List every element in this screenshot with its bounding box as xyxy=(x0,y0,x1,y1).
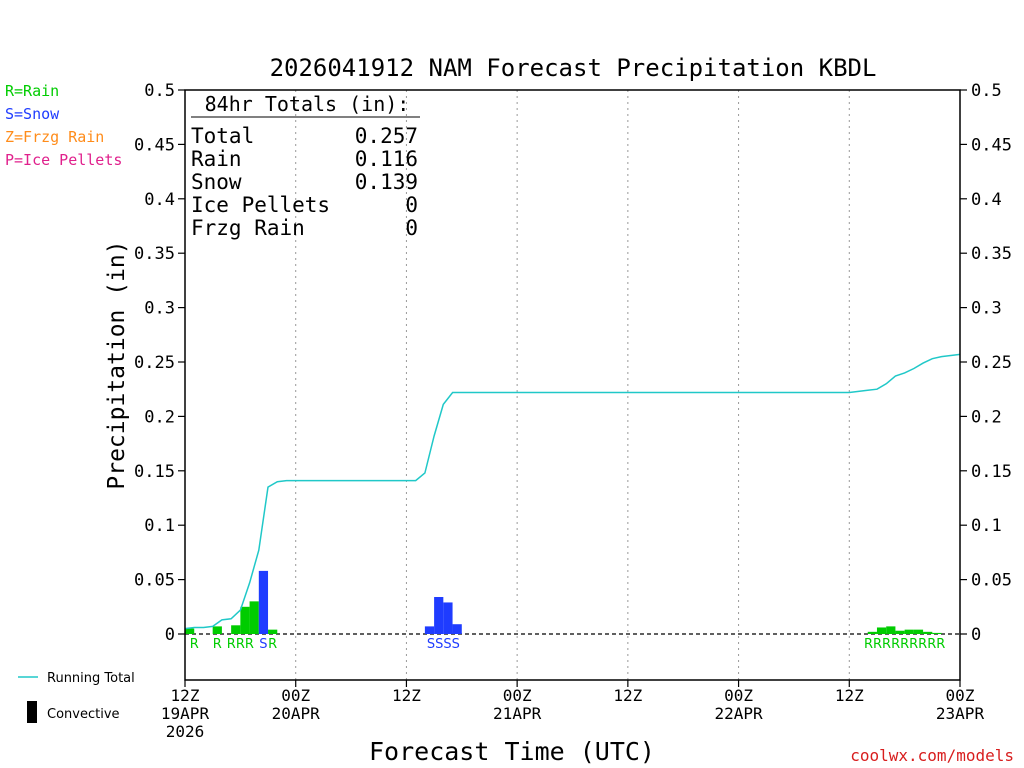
axis-layer: 0 00.05 0.050.1 0.10.15 0.150.2 0.20.25 0.250.… xyxy=(134,81,1012,741)
type-legend-entry: Z=Frzg Rain xyxy=(5,128,104,146)
y-tick-label-left: 0.3 xyxy=(144,299,175,319)
precip-bar xyxy=(932,632,942,634)
type-legend-entry: S=Snow xyxy=(5,105,60,123)
y-tick-label-left: 0.45 xyxy=(134,135,175,155)
y-tick-label-right: 0.3 xyxy=(971,299,1002,319)
y-tick-label-left: 0.2 xyxy=(144,407,175,427)
precip-bar xyxy=(231,625,241,634)
y-tick-label-right: 0.15 xyxy=(971,462,1012,482)
precip-bar xyxy=(258,570,269,634)
y-tick-label-right: 0.25 xyxy=(971,353,1012,373)
y-tick-label-right: 0.4 xyxy=(971,190,1002,210)
y-tick-label-right: 0.05 xyxy=(971,571,1012,591)
precip-bar xyxy=(443,602,453,634)
precip-bar xyxy=(913,629,924,634)
totals-value: 0.116 xyxy=(355,147,418,171)
x-tick-label: 23APR xyxy=(936,704,985,723)
precip-type-label: R xyxy=(190,637,199,652)
y-tick-label-right: 0.35 xyxy=(971,244,1012,264)
totals-value: 0 xyxy=(405,193,418,217)
running-total-layer xyxy=(184,353,961,630)
y-tick-label-left: 0.35 xyxy=(134,244,175,264)
series-legend: Running Total Convective xyxy=(18,671,135,723)
plot-frame xyxy=(184,89,961,681)
legend-bar-swatch xyxy=(27,701,37,723)
totals-value: 0 xyxy=(405,216,418,240)
y-tick-label-right: 0.5 xyxy=(971,81,1002,101)
chart-title: 2026041912 NAM Forecast Precipitation KB… xyxy=(270,54,877,82)
type-legend-entry: P=Ice Pellets xyxy=(5,151,122,169)
totals-value: 0.139 xyxy=(355,170,418,194)
running-total-line xyxy=(184,353,961,630)
x-tick-label: 00Z xyxy=(946,686,975,705)
precip-type-label: SSSS xyxy=(427,637,460,652)
x-axis-label: Forecast Time (UTC) xyxy=(369,737,655,766)
x-tick-label: 21APR xyxy=(493,704,542,723)
precip-bar xyxy=(886,626,896,634)
bar-layer xyxy=(185,570,942,634)
precip-bar xyxy=(895,630,905,634)
precip-bar xyxy=(452,624,462,634)
precip-bar xyxy=(185,628,195,634)
type-legend-entry: R=Rain xyxy=(5,82,59,100)
credit-text: coolwx.com/models xyxy=(850,746,1014,765)
precip-type-label: RRR xyxy=(227,637,254,652)
y-tick-label-left: 0.25 xyxy=(134,353,175,373)
y-tick-label-left: 0.4 xyxy=(144,190,175,210)
precip-bar xyxy=(923,631,933,634)
type-label-layer: R R RRR S R SSSS RRRRRRRRR xyxy=(190,637,946,652)
x-tick-label: 12Z xyxy=(171,686,200,705)
precip-bar xyxy=(249,601,259,634)
x-tick-label: 00Z xyxy=(724,686,753,705)
series-legend-label: Running Total xyxy=(47,671,135,686)
precip-type-label: RRRRRRRRR xyxy=(864,637,945,652)
x-tick-label: 12Z xyxy=(835,686,864,705)
y-tick-label-right: 0.2 xyxy=(971,407,1002,427)
precip-type-label: S xyxy=(259,637,267,652)
y-tick-label-left: 0.05 xyxy=(134,571,175,591)
totals-header: 84hr Totals (in): xyxy=(205,92,410,116)
y-tick-label-left: 0 xyxy=(165,625,175,645)
precip-bar xyxy=(424,626,435,634)
x-tick-label: 22APR xyxy=(714,704,763,723)
totals-value: 0.257 xyxy=(355,124,418,148)
grid-layer xyxy=(185,90,960,680)
totals-label: Ice Pellets xyxy=(191,193,330,217)
x-tick-label: 12Z xyxy=(613,686,642,705)
y-tick-label-right: 0.45 xyxy=(971,135,1012,155)
precip-bar xyxy=(904,629,914,634)
y-tick-label-left: 0.5 xyxy=(144,81,175,101)
precip-type-label: R xyxy=(268,637,277,652)
y-tick-label-left: 0.1 xyxy=(144,516,175,536)
x-tick-label: 00Z xyxy=(281,686,310,705)
x-tick-label: 00Z xyxy=(503,686,532,705)
precip-bar xyxy=(876,627,887,634)
precip-type-label: R xyxy=(213,637,222,652)
x-tick-label: 12Z xyxy=(392,686,421,705)
totals-label: Rain xyxy=(191,147,242,171)
x-tick-label: 2026 xyxy=(166,722,205,741)
totals-rows: Total 0.257 Rain 0.116 Snow 0.139 Ice Pellets 0… xyxy=(191,124,418,240)
precip-bar xyxy=(867,631,877,634)
x-tick-label: 20APR xyxy=(272,704,321,723)
precip-bar xyxy=(212,626,222,634)
totals-label: Snow xyxy=(191,170,242,194)
precip-bar xyxy=(434,597,444,634)
y-tick-label-right: 0 xyxy=(971,625,981,645)
y-axis-label: Precipitation (in) xyxy=(104,240,130,489)
precip-bar xyxy=(268,629,278,634)
y-tick-label-left: 0.15 xyxy=(134,462,175,482)
series-legend-label: Convective xyxy=(47,707,120,722)
x-tick-label: 19APR xyxy=(161,704,210,723)
totals-label: Frzg Rain xyxy=(191,216,305,240)
precip-type-legend: R=Rain S=Snow Z=Frzg Rain P=Ice Pellets xyxy=(5,82,122,169)
precip-bar xyxy=(240,606,250,634)
totals-box: 84hr Totals (in): Total 0.257 Rain 0.116 Sno… xyxy=(191,92,420,240)
totals-label: Total xyxy=(191,124,254,148)
y-tick-label-right: 0.1 xyxy=(971,516,1002,536)
